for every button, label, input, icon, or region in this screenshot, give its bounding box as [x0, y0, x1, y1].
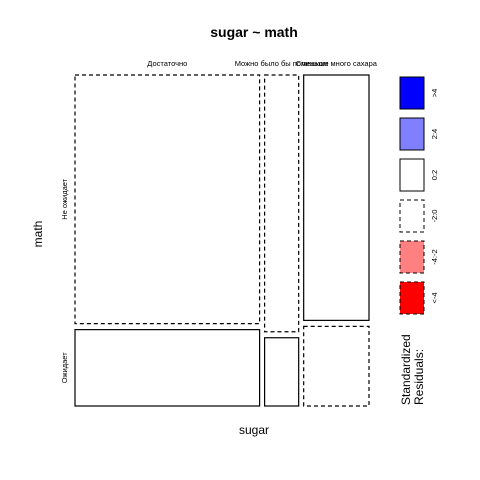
- x-tick-label: Слишком много сахара: [296, 59, 378, 68]
- mosaic-cell: [74, 74, 261, 325]
- legend-item-label: <-4: [430, 292, 439, 303]
- legend-item-label: 2:4: [430, 129, 439, 139]
- legend-swatch: [399, 117, 425, 151]
- legend-swatch: [399, 158, 425, 192]
- mosaic-cell: [303, 325, 370, 407]
- mosaic-cells: [74, 74, 370, 407]
- legend-item-label: 0:2: [430, 170, 439, 180]
- legend: >4 2:4 0:2 -2:0 -4:-2 <-4 Standardized Residu…: [399, 76, 439, 405]
- legend-swatch: [399, 281, 425, 315]
- x-tick-label: Достаточно: [147, 59, 187, 68]
- mosaic-cell: [264, 337, 300, 407]
- x-tick-labels: Достаточно Можно было бы поменьшеСлишком …: [147, 59, 377, 68]
- legend-swatch: [399, 240, 425, 274]
- legend-title-line2: Residuals:: [412, 349, 426, 405]
- legend-item-label: -4:-2: [430, 249, 439, 264]
- legend-swatch: [399, 199, 425, 233]
- legend-item-label: >4: [430, 89, 439, 98]
- chart-title: sugar ~ math: [210, 24, 298, 40]
- mosaic-cell: [303, 74, 370, 321]
- y-tick-label: Не ожидает: [60, 178, 69, 219]
- mosaic-cell: [74, 329, 261, 407]
- y-tick-label: Ожидает: [60, 352, 69, 384]
- y-tick-labels: Не ожидает Ожидает: [60, 178, 69, 383]
- legend-item-label: -2:0: [430, 210, 439, 223]
- mosaic-cell: [264, 74, 300, 333]
- x-tick-label: Можно было бы поменьше: [235, 59, 329, 68]
- y-axis-label: math: [31, 221, 45, 248]
- legend-swatch: [399, 76, 425, 110]
- x-axis-label: sugar: [239, 423, 269, 437]
- legend-title-line1: Standardized: [399, 334, 413, 405]
